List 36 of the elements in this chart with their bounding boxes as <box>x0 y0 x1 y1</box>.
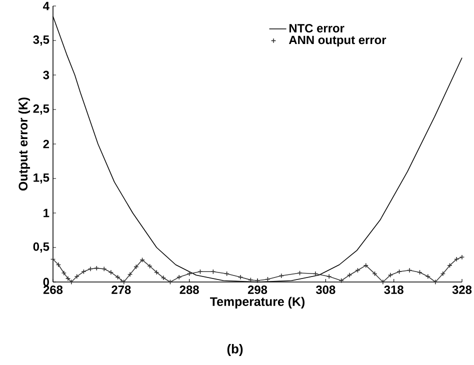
x-tick-label: 288 <box>180 286 199 294</box>
y-tick-label: 3,5 <box>33 35 50 46</box>
point <box>363 262 368 268</box>
legend-label: NTC error <box>289 24 344 32</box>
x-tick-label: 318 <box>384 286 404 294</box>
point <box>102 266 107 272</box>
x-tick-label: 308 <box>316 286 336 294</box>
point <box>254 278 260 284</box>
y-tick-label: 1 <box>44 208 50 218</box>
x-tick-label: 268 <box>43 286 63 294</box>
point <box>121 279 126 285</box>
y-tick-label: 1,5 <box>34 173 50 184</box>
point <box>68 279 74 285</box>
x-tick-label: 278 <box>112 286 131 294</box>
point <box>425 274 431 280</box>
point <box>74 274 80 280</box>
y-tick-label: 4 <box>43 2 50 10</box>
text: (b) <box>227 344 243 356</box>
point <box>346 272 352 278</box>
point <box>61 270 66 276</box>
point <box>326 274 332 280</box>
point <box>127 272 133 277</box>
y-tick-label: 2 <box>43 140 50 148</box>
x-tick-label: 328 <box>452 286 472 294</box>
point <box>160 275 166 280</box>
y-tick-label: 0 <box>43 278 49 286</box>
y-tick-label: 0,5 <box>33 242 50 253</box>
point <box>88 266 94 272</box>
x-tick-label: 298 <box>248 286 268 294</box>
y-tick-label: 2,5 <box>33 104 50 115</box>
y-tick-label: 3 <box>43 70 50 80</box>
y-axis-title: Output error (K) <box>18 98 30 191</box>
point <box>65 276 71 282</box>
x-axis-title: Temperature (K) <box>210 296 304 308</box>
point <box>388 272 394 278</box>
legend-label: ANN output error <box>288 36 386 47</box>
